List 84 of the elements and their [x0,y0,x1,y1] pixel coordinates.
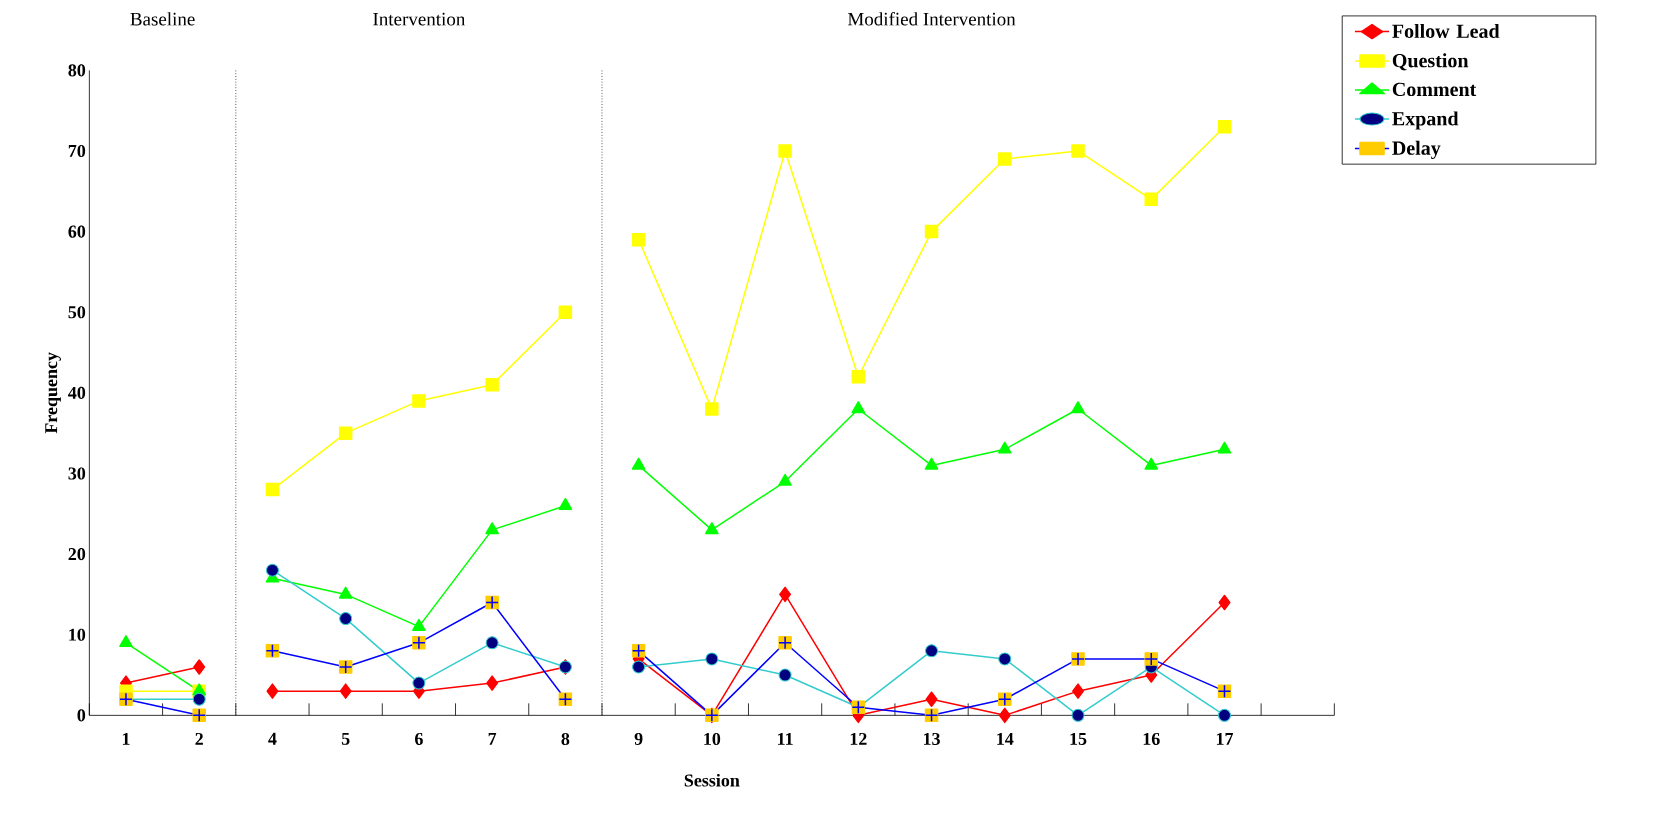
legend-label: Follow Lead [1392,23,1500,38]
point [558,497,573,510]
point [997,441,1012,454]
y-tick-label: 0 [77,709,86,722]
point [1218,708,1231,722]
point [1071,401,1085,414]
point [778,473,792,486]
point [779,586,792,603]
y-tick-label: 30 [68,467,86,480]
point [705,652,719,666]
x-tick-label: 5 [341,732,350,745]
point [485,522,499,535]
text: Baseline [130,12,195,26]
legend-label: Expand [1392,111,1459,130]
y-tick-label: 40 [68,386,86,399]
x-tick-label: 12 [850,732,867,745]
point [998,152,1012,166]
point [1071,708,1085,722]
x-tick-label: 1 [122,732,130,745]
x-tick-label: 6 [415,732,423,745]
point [266,683,279,699]
point [1217,441,1232,454]
point [778,668,792,682]
point [925,691,938,707]
point [485,378,499,392]
x-tick-label: 4 [268,732,277,745]
y-axis-title: Frequency [45,352,61,434]
point [265,563,279,577]
x-tick-label: 10 [704,732,721,746]
legend-label: Comment [1392,82,1477,97]
legend-label: Delay [1392,140,1441,159]
x-tick-label: 7 [488,732,497,745]
point [998,707,1011,724]
x-tick-label: 13 [924,732,940,745]
point [338,426,353,440]
text: Intervention [373,12,466,26]
point [631,232,646,247]
x-tick-label: 17 [1216,732,1234,745]
point [412,676,426,690]
x-tick-label: 9 [634,732,643,745]
y-tick-label: 50 [68,306,86,319]
point [486,675,499,691]
x-tick-label: 16 [1143,732,1160,745]
point [1072,683,1085,699]
point [1071,144,1085,158]
y-tick-label: 20 [68,548,86,561]
y-tick-label: 80 [68,64,86,77]
x-tick-label: 11 [778,732,793,745]
x-tick-label: 2 [195,732,203,745]
point [925,644,939,658]
point [119,635,133,648]
point [705,402,719,416]
x-tick-label: 14 [997,732,1014,745]
point [851,401,866,414]
point [851,369,866,384]
point [558,305,573,319]
point [631,457,646,470]
x-axis-title: Session [684,773,740,787]
point [1218,594,1231,611]
point [924,224,939,239]
point [705,522,719,535]
x-tick-label: 8 [561,732,570,746]
point [192,692,206,706]
point [412,394,426,408]
y-tick-label: 60 [68,225,86,238]
point [998,652,1012,666]
x-tick-label: 15 [1070,732,1087,745]
point [1144,457,1159,470]
point [778,144,792,158]
point [412,618,426,631]
y-tick-label: 10 [69,628,86,641]
point [339,612,353,626]
legend-label: Question [1392,53,1469,71]
point [1144,192,1159,207]
point [1217,120,1232,134]
point [924,457,939,470]
text: Modified Intervention [847,11,1016,26]
point [338,586,353,599]
point [193,659,206,675]
point [485,636,499,650]
point [265,482,280,497]
point [632,660,646,674]
y-tick-label: 70 [68,144,86,158]
point [339,683,352,699]
